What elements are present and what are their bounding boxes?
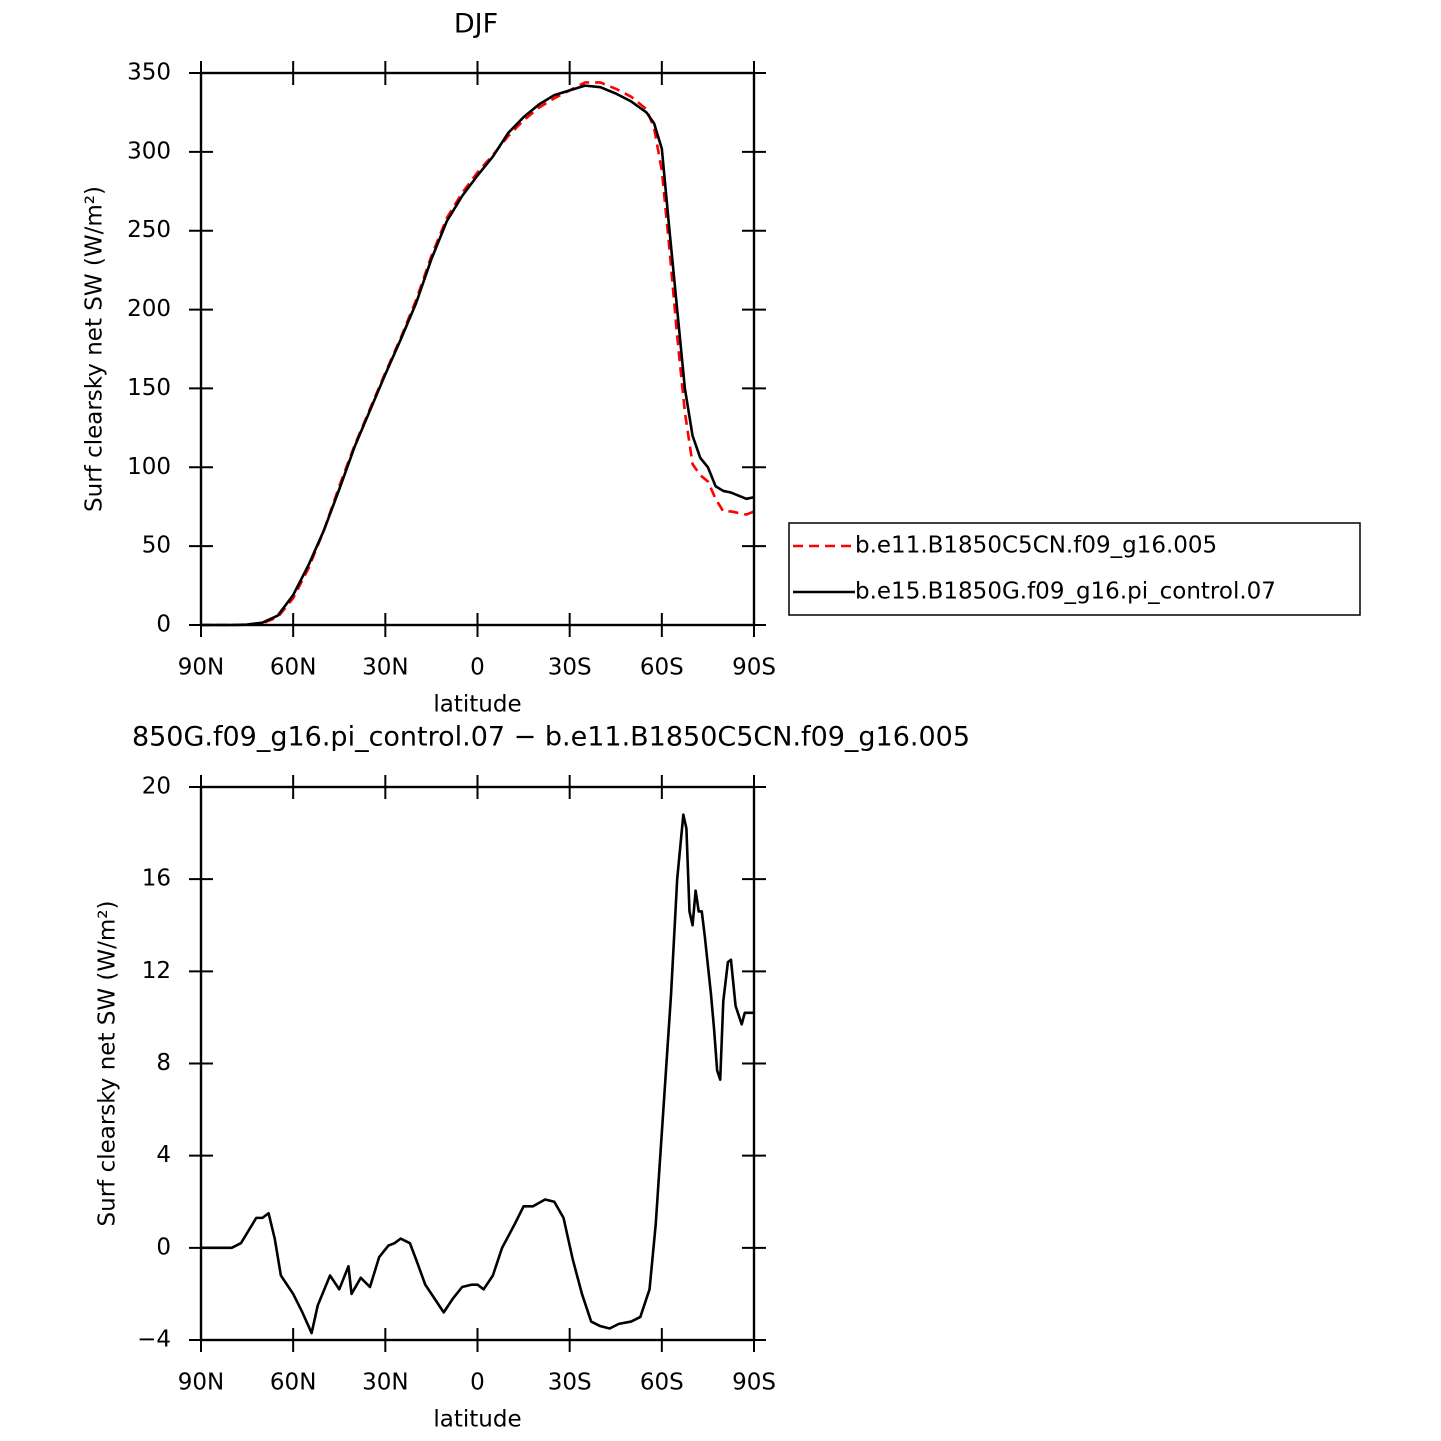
chart-title: DJF <box>454 9 498 40</box>
y-tick-label: 0 <box>156 612 171 638</box>
y-tick-label: 20 <box>142 774 171 800</box>
y-tick-label: 100 <box>127 454 171 480</box>
x-tick-label: 90S <box>732 655 776 681</box>
x-tick-label: 0 <box>470 1370 485 1396</box>
y-tick-label: 300 <box>127 138 171 164</box>
x-tick-label: 60S <box>640 655 684 681</box>
y-tick-label: 200 <box>127 296 171 322</box>
legend-label: b.e15.B1850G.f09_g16.pi_control.07 <box>855 579 1276 605</box>
legend: b.e11.B1850C5CN.f09_g16.005 b.e15.B1850G.… <box>788 522 1361 616</box>
data-line <box>201 81 755 627</box>
data-line <box>201 813 754 1335</box>
x-tick-label: 30N <box>362 1370 408 1396</box>
y-tick-label: 50 <box>142 533 171 559</box>
x-axis-label: latitude <box>433 692 521 718</box>
x-tick-label: 60S <box>640 1370 684 1396</box>
y-tick-label: 12 <box>142 958 171 984</box>
x-tick-label: 0 <box>470 655 485 681</box>
y-tick-label: 4 <box>156 1142 171 1168</box>
y-tick-label: −4 <box>137 1327 171 1353</box>
x-tick-label: 30S <box>548 1370 592 1396</box>
y-tick-label: 250 <box>127 217 171 243</box>
y-tick-label: 8 <box>156 1050 171 1076</box>
y-tick-label: 0 <box>156 1234 171 1260</box>
x-axis-label: latitude <box>433 1407 521 1433</box>
y-axis-label: Surf clearsky net SW (W/m²) <box>95 901 121 1227</box>
plot-frame <box>199 71 756 627</box>
x-tick-label: 60N <box>270 655 316 681</box>
y-tick-label: 16 <box>142 866 171 892</box>
y-tick-label: 350 <box>127 60 171 86</box>
x-tick-label: 90N <box>178 655 224 681</box>
chart-title: 850G.f09_g16.pi_control.07 − b.e11.B1850… <box>132 722 970 753</box>
x-tick-label: 30N <box>362 655 408 681</box>
legend-box <box>788 522 1361 616</box>
y-tick-label: 150 <box>127 375 171 401</box>
data-line <box>201 84 755 627</box>
y-axis-label: Surf clearsky net SW (W/m²) <box>82 186 108 512</box>
x-tick-label: 90S <box>732 1370 776 1396</box>
x-tick-label: 90N <box>178 1370 224 1396</box>
x-tick-label: 30S <box>548 655 592 681</box>
legend-label: b.e11.B1850C5CN.f09_g16.005 <box>855 533 1217 559</box>
plot-frame <box>199 785 756 1342</box>
x-tick-label: 60N <box>270 1370 316 1396</box>
